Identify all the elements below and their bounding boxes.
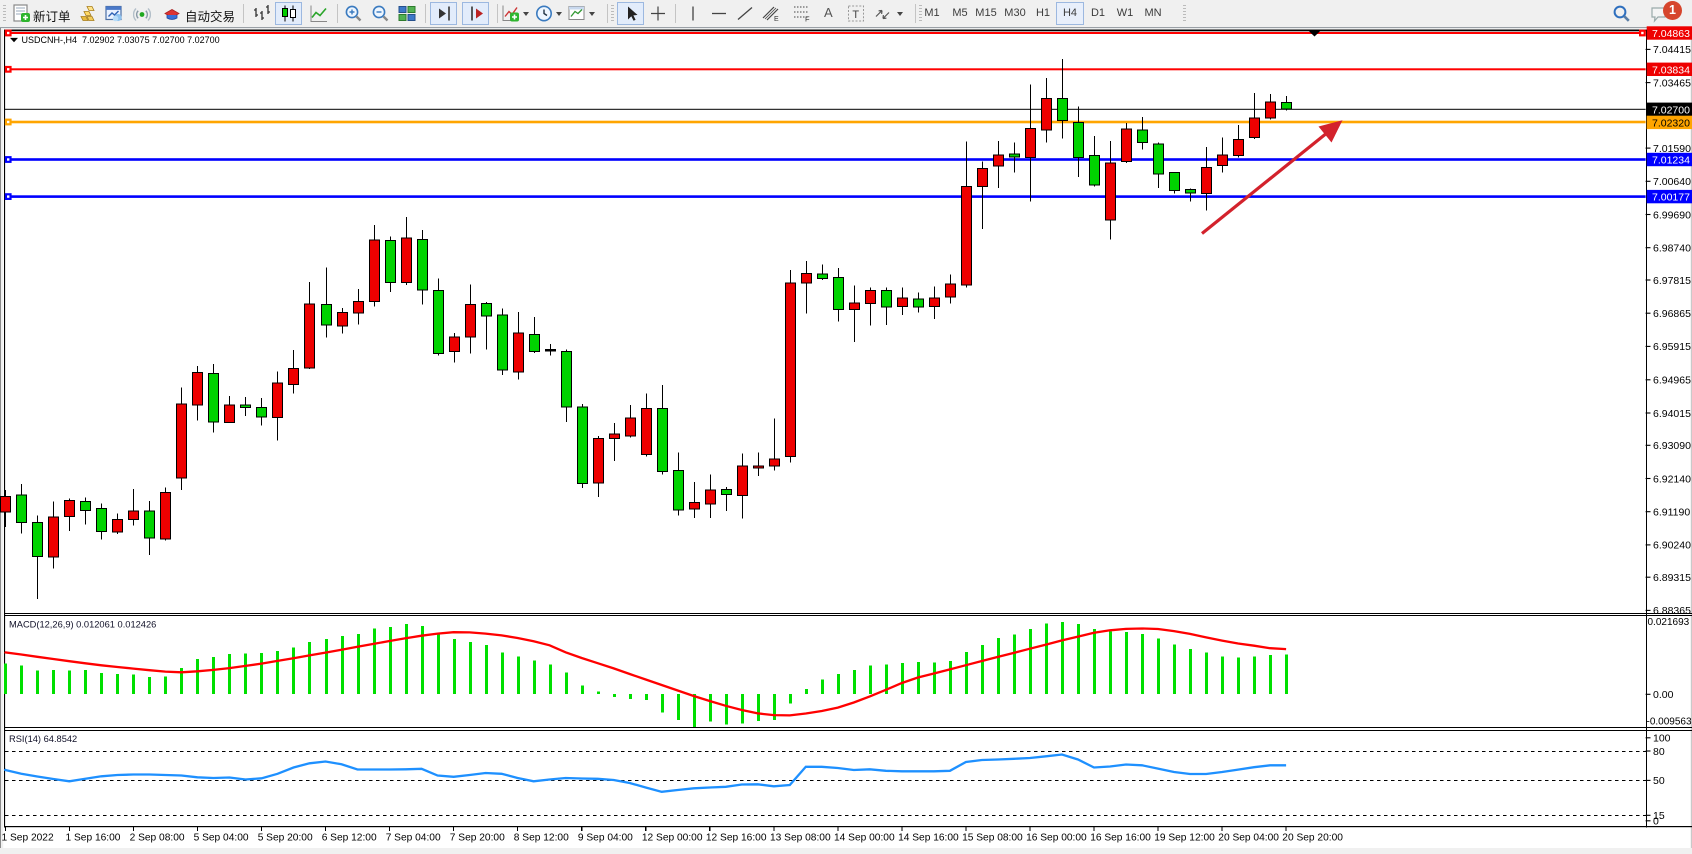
svg-text:100: 100 bbox=[1653, 733, 1671, 745]
svg-text:6.96865: 6.96865 bbox=[1653, 308, 1691, 320]
svg-text:5 Sep 04:00: 5 Sep 04:00 bbox=[194, 832, 249, 843]
svg-text:6.89315: 6.89315 bbox=[1653, 572, 1691, 584]
svg-text:6 Sep 12:00: 6 Sep 12:00 bbox=[322, 832, 377, 843]
svg-text:14 Sep 00:00: 14 Sep 00:00 bbox=[834, 832, 895, 843]
svg-text:T: T bbox=[852, 9, 859, 21]
svg-text:0.021693: 0.021693 bbox=[1648, 617, 1690, 628]
svg-text:USDCNH-,H4 7.02902 7.03075 7.: USDCNH-,H4 7.02902 7.03075 7.02700 7.027… bbox=[22, 35, 220, 45]
svg-text:6.92140: 6.92140 bbox=[1653, 473, 1691, 485]
svg-text:12 Sep 00:00: 12 Sep 00:00 bbox=[642, 832, 703, 843]
svg-text:MACD(12,26,9) 0.012061 0.01242: MACD(12,26,9) 0.012061 0.012426 bbox=[9, 620, 156, 630]
svg-text:12 Sep 16:00: 12 Sep 16:00 bbox=[706, 832, 767, 843]
svg-text:80: 80 bbox=[1653, 746, 1665, 758]
svg-text:6.93090: 6.93090 bbox=[1653, 440, 1691, 452]
svg-text:6.99690: 6.99690 bbox=[1653, 209, 1691, 221]
svg-text:7 Sep 04:00: 7 Sep 04:00 bbox=[386, 832, 441, 843]
svg-text:1 Sep 16:00: 1 Sep 16:00 bbox=[66, 832, 121, 843]
svg-text:E: E bbox=[774, 16, 779, 23]
svg-text:8 Sep 12:00: 8 Sep 12:00 bbox=[514, 832, 569, 843]
svg-text:6.97815: 6.97815 bbox=[1653, 275, 1691, 287]
svg-text:7 Sep 20:00: 7 Sep 20:00 bbox=[450, 832, 505, 843]
svg-text:9 Sep 04:00: 9 Sep 04:00 bbox=[578, 832, 633, 843]
svg-text:0: 0 bbox=[1653, 816, 1659, 828]
svg-text:5 Sep 20:00: 5 Sep 20:00 bbox=[258, 832, 313, 843]
svg-text:20 Sep 20:00: 20 Sep 20:00 bbox=[1282, 832, 1343, 843]
svg-text:7.03465: 7.03465 bbox=[1653, 77, 1691, 89]
svg-text:19 Sep 12:00: 19 Sep 12:00 bbox=[1154, 832, 1215, 843]
svg-text:6.95915: 6.95915 bbox=[1653, 341, 1691, 353]
svg-text:6.98740: 6.98740 bbox=[1653, 243, 1691, 255]
svg-text:F: F bbox=[805, 15, 810, 24]
svg-text:7.04415: 7.04415 bbox=[1653, 44, 1691, 56]
svg-text:0.00: 0.00 bbox=[1653, 689, 1674, 701]
svg-text:14 Sep 16:00: 14 Sep 16:00 bbox=[898, 832, 959, 843]
svg-text:7.02320: 7.02320 bbox=[1652, 117, 1690, 129]
svg-text:-0.009563: -0.009563 bbox=[1647, 716, 1692, 727]
svg-text:1 Sep 2022: 1 Sep 2022 bbox=[2, 832, 54, 843]
svg-text:16 Sep 16:00: 16 Sep 16:00 bbox=[1090, 832, 1151, 843]
svg-text:7.00177: 7.00177 bbox=[1652, 192, 1690, 204]
svg-text:7.04863: 7.04863 bbox=[1652, 28, 1690, 40]
svg-text:50: 50 bbox=[1653, 775, 1665, 787]
svg-text:RSI(14) 64.8542: RSI(14) 64.8542 bbox=[9, 734, 77, 744]
svg-text:20 Sep 04:00: 20 Sep 04:00 bbox=[1218, 832, 1279, 843]
svg-text:6.91190: 6.91190 bbox=[1653, 507, 1690, 519]
svg-text:7.01234: 7.01234 bbox=[1652, 155, 1690, 167]
svg-text:2 Sep 08:00: 2 Sep 08:00 bbox=[130, 832, 185, 843]
svg-text:7.01590: 7.01590 bbox=[1653, 143, 1691, 155]
svg-text:6.90240: 6.90240 bbox=[1653, 540, 1691, 552]
svg-text:7.02700: 7.02700 bbox=[1652, 104, 1690, 116]
svg-text:15 Sep 08:00: 15 Sep 08:00 bbox=[962, 832, 1023, 843]
svg-text:16 Sep 00:00: 16 Sep 00:00 bbox=[1026, 832, 1087, 843]
svg-text:7.03834: 7.03834 bbox=[1652, 64, 1690, 76]
svg-text:6.94965: 6.94965 bbox=[1653, 375, 1691, 387]
svg-text:13 Sep 08:00: 13 Sep 08:00 bbox=[770, 832, 831, 843]
svg-text:6.88365: 6.88365 bbox=[1653, 605, 1691, 617]
svg-text:15: 15 bbox=[1653, 810, 1665, 822]
svg-text:6.94015: 6.94015 bbox=[1653, 408, 1691, 420]
svg-text:7.00640: 7.00640 bbox=[1653, 176, 1691, 188]
